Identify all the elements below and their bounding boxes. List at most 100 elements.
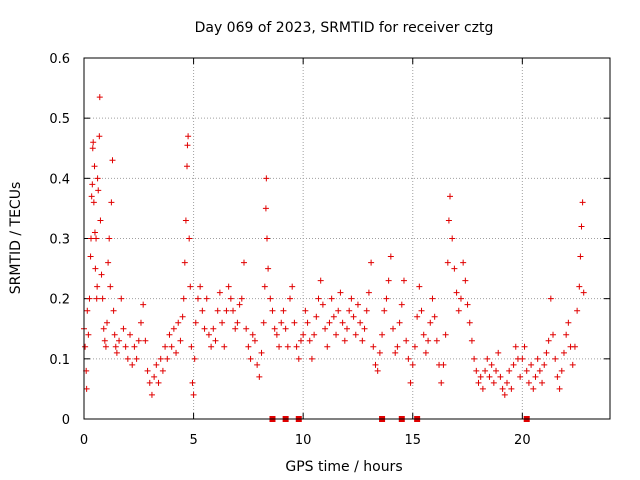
- data-point: [317, 277, 324, 284]
- data-point: [501, 391, 508, 398]
- y-tick-label: 0.5: [49, 112, 70, 127]
- data-point: [173, 349, 180, 356]
- data-point: [319, 301, 326, 308]
- y-tick-label: 0.1: [49, 353, 70, 368]
- data-point: [280, 307, 287, 314]
- data-point: [271, 325, 278, 332]
- data-point: [411, 343, 418, 350]
- data-point: [258, 349, 265, 356]
- data-point: [517, 373, 524, 380]
- data-point: [262, 205, 269, 212]
- data-point: [89, 181, 96, 188]
- data-point: [477, 373, 484, 380]
- y-tick-label: 0.4: [49, 172, 70, 187]
- data-point: [162, 343, 169, 350]
- data-point: [263, 175, 270, 182]
- data-point: [189, 379, 196, 386]
- data-point: [579, 199, 586, 206]
- data-point: [201, 325, 208, 332]
- data-point: [236, 301, 243, 308]
- data-point: [116, 337, 123, 344]
- data-point: [357, 319, 364, 326]
- data-point: [576, 283, 583, 290]
- data-point: [444, 259, 451, 266]
- data-point: [447, 193, 454, 200]
- data-point: [565, 319, 572, 326]
- data-point: [84, 307, 91, 314]
- data-point: [297, 337, 304, 344]
- data-point: [105, 259, 112, 266]
- axes: 0 0.1 0.2 0.3 0.4 0.5 0.6 0 5 10 15 20: [49, 52, 610, 448]
- data-point: [525, 379, 532, 386]
- data-point: [420, 331, 427, 338]
- data-point: [261, 283, 268, 290]
- data-point: [205, 331, 212, 338]
- data-point: [164, 355, 171, 362]
- data-point: [247, 355, 254, 362]
- data-point: [425, 337, 432, 344]
- data-point: [94, 175, 101, 182]
- data-point: [153, 361, 160, 368]
- data-point: [482, 367, 489, 374]
- data-point: [187, 283, 194, 290]
- data-point: [254, 361, 261, 368]
- data-point: [89, 145, 96, 152]
- data-point: [90, 139, 97, 146]
- data-point: [354, 301, 361, 308]
- data-point: [185, 133, 192, 140]
- data-point: [184, 163, 191, 170]
- data-point: [396, 319, 403, 326]
- data-point: [104, 319, 111, 326]
- data-point: [521, 343, 528, 350]
- data-point: [398, 301, 405, 308]
- chart-title: Day 069 of 2023, SRMTID for receiver czt…: [195, 20, 494, 36]
- y-tick-label: 0.3: [49, 233, 70, 248]
- data-point: [438, 379, 445, 386]
- data-point: [168, 343, 175, 350]
- data-point: [188, 343, 195, 350]
- x-tick-label: 5: [189, 433, 197, 448]
- data-point: [203, 295, 210, 302]
- data-point: [92, 265, 99, 272]
- data-point: [484, 355, 491, 362]
- data-point: [175, 319, 182, 326]
- data-point: [370, 343, 377, 350]
- data-point: [495, 349, 502, 356]
- y-axis-label: SRMTID / TECUs: [8, 182, 24, 295]
- data-point: [94, 283, 101, 290]
- data-point: [337, 289, 344, 296]
- data-point: [328, 295, 335, 302]
- data-point: [486, 373, 493, 380]
- data-point: [265, 265, 272, 272]
- data-point: [407, 379, 414, 386]
- data-point: [223, 307, 230, 314]
- data-point: [409, 361, 416, 368]
- data-point: [282, 325, 289, 332]
- data-point: [385, 277, 392, 284]
- data-point: [210, 325, 217, 332]
- data-point: [510, 361, 517, 368]
- data-point: [135, 337, 142, 344]
- data-point: [197, 283, 204, 290]
- data-point: [221, 343, 228, 350]
- data-point: [208, 343, 215, 350]
- data-point: [98, 271, 105, 278]
- data-point: [577, 253, 584, 260]
- data-point: [574, 307, 581, 314]
- data-point: [440, 361, 447, 368]
- data-point: [473, 367, 480, 374]
- data-point: [361, 325, 368, 332]
- data-point: [148, 391, 155, 398]
- data-point: [387, 253, 394, 260]
- data-point: [88, 193, 95, 200]
- data-point: [118, 295, 125, 302]
- data-point: [499, 385, 506, 392]
- data-point: [101, 337, 108, 344]
- data-point: [179, 313, 186, 320]
- data-point: [431, 313, 438, 320]
- data-point: [578, 223, 585, 230]
- data-point: [376, 349, 383, 356]
- data-point: [571, 343, 578, 350]
- data-point: [308, 355, 315, 362]
- data-point: [225, 283, 232, 290]
